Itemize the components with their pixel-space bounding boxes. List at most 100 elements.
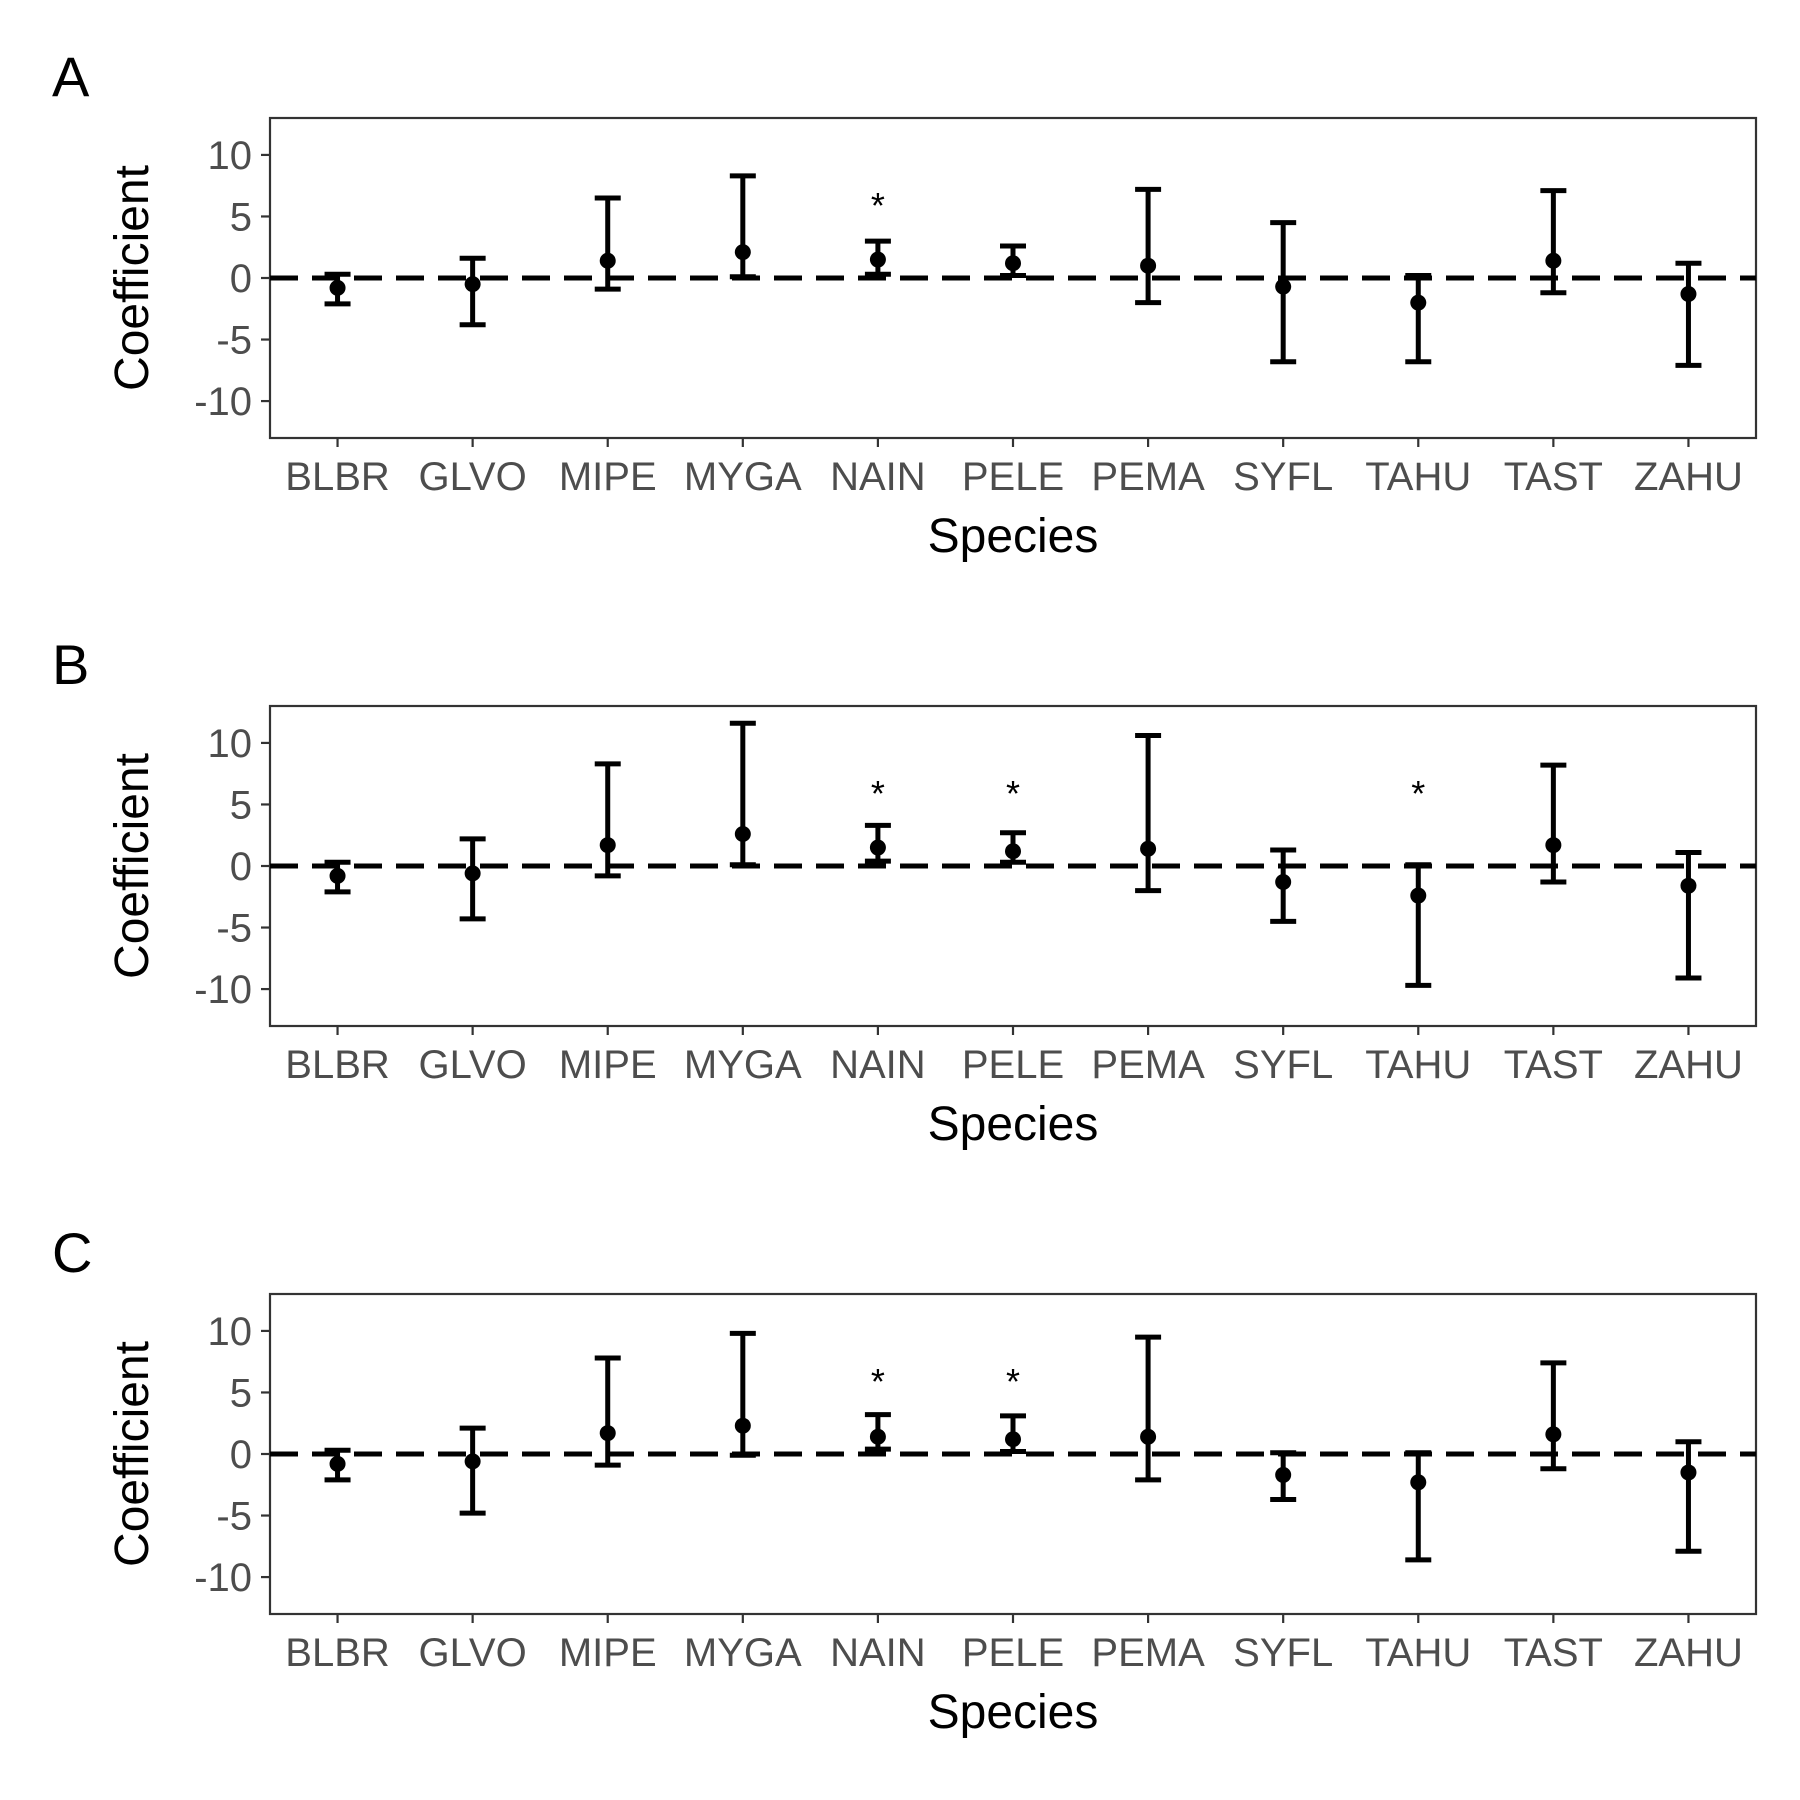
point-estimate-ZAHU [1680,877,1697,894]
x-tick-label: GLVO [419,1631,527,1675]
significance-mark: * [1006,1361,1020,1402]
point-estimate-NAIN [869,251,886,268]
panel-label: B [52,633,89,696]
y-axis-title: Coefficient [106,1341,159,1567]
point-estimate-SYFL [1275,278,1292,295]
point-estimate-NAIN [869,1428,886,1445]
x-tick-label: MIPE [559,1043,657,1087]
x-tick-label: PELE [962,455,1064,499]
x-tick-label: ZAHU [1634,455,1743,499]
point-estimate-PEMA [1140,840,1157,857]
x-tick-label: MIPE [559,455,657,499]
panel-1: B 10 5 0 -5 -10 BLBR GLVO MIPE MYGA NAIN * PELE * PEMA… [52,633,1758,1151]
x-tick-label: NAIN [830,1043,926,1087]
point-estimate-NAIN [869,839,886,856]
y-tick-label: 10 [208,722,253,766]
point-estimate-TAST [1545,837,1562,854]
y-tick-label: -10 [194,1556,252,1600]
y-tick-label: -5 [216,907,252,951]
x-tick-label: MYGA [684,1043,802,1087]
significance-mark: * [871,773,885,814]
x-tick-label: BLBR [285,455,390,499]
panel-label: C [52,1221,92,1284]
point-estimate-TAST [1545,1426,1562,1443]
y-tick-label: 5 [230,195,252,239]
y-tick-label: 0 [230,257,252,301]
panel-0: A 10 5 0 -5 -10 BLBR GLVO MIPE MYGA NAIN * PELE PEMA S… [52,45,1758,563]
point-estimate-MYGA [734,244,751,261]
point-estimate-MYGA [734,1417,751,1434]
point-estimate-TAHU [1410,1474,1427,1491]
x-tick-label: SYFL [1233,455,1333,499]
x-tick-label: ZAHU [1634,1631,1743,1675]
point-estimate-ZAHU [1680,1464,1697,1481]
point-estimate-MYGA [734,826,751,842]
significance-mark: * [871,1361,885,1402]
x-tick-label: TAHU [1365,1631,1471,1675]
point-estimate-PELE [1005,843,1021,860]
y-tick-label: 10 [208,1310,253,1354]
x-tick-label: BLBR [285,1043,390,1087]
x-tick-label: MYGA [684,1631,802,1675]
point-estimate-TAHU [1410,294,1427,311]
point-estimate-GLVO [464,276,481,293]
significance-mark: * [871,185,885,226]
point-estimate-TAST [1545,252,1562,269]
point-estimate-GLVO [464,865,481,882]
x-tick-label: PELE [962,1043,1064,1087]
point-estimate-SYFL [1275,874,1292,890]
y-axis-title: Coefficient [106,165,159,391]
x-tick-label: NAIN [830,1631,926,1675]
significance-mark: * [1411,773,1425,814]
point-estimate-PELE [1005,1431,1021,1448]
point-estimate-MIPE [599,837,616,854]
x-tick-label: TAHU [1365,1043,1471,1087]
point-estimate-PELE [1005,255,1021,272]
x-axis-title: Species [928,1686,1099,1739]
point-estimate-BLBR [329,1455,346,1472]
point-estimate-BLBR [329,867,346,884]
x-tick-label: PELE [962,1631,1064,1675]
x-tick-label: TAHU [1365,455,1471,499]
x-tick-label: BLBR [285,1631,390,1675]
point-estimate-PEMA [1140,257,1157,274]
point-estimate-MIPE [599,252,616,269]
x-tick-label: TAST [1504,455,1603,499]
x-tick-label: MYGA [684,455,802,499]
x-tick-label: SYFL [1233,1631,1333,1675]
x-tick-label: PEMA [1091,1631,1205,1675]
x-tick-label: PEMA [1091,455,1205,499]
panel-label: A [52,45,90,108]
point-estimate-TAHU [1410,887,1427,904]
x-tick-label: NAIN [830,455,926,499]
point-estimate-MIPE [599,1425,616,1442]
x-tick-label: GLVO [419,1043,527,1087]
point-estimate-SYFL [1275,1466,1292,1483]
x-tick-label: PEMA [1091,1043,1205,1087]
x-tick-label: TAST [1504,1631,1603,1675]
y-tick-label: 5 [230,1371,252,1415]
x-axis-title: Species [928,1098,1099,1151]
panel-2: C 10 5 0 -5 -10 BLBR GLVO MIPE MYGA NAIN * PELE * PEMA… [52,1221,1758,1739]
point-estimate-BLBR [329,279,346,296]
y-tick-label: -5 [216,1495,252,1539]
x-tick-label: SYFL [1233,1043,1333,1087]
point-estimate-ZAHU [1680,286,1697,302]
y-axis-title: Coefficient [106,753,159,979]
y-tick-label: 5 [230,783,252,827]
y-tick-label: -10 [194,380,252,424]
x-tick-label: TAST [1504,1043,1603,1087]
y-tick-label: 10 [208,134,253,178]
x-tick-label: MIPE [559,1631,657,1675]
point-estimate-GLVO [464,1453,481,1470]
y-tick-label: -10 [194,968,252,1012]
significance-mark: * [1006,773,1020,814]
y-tick-label: 0 [230,1433,252,1477]
y-tick-label: -5 [216,319,252,363]
point-estimate-PEMA [1140,1428,1157,1445]
x-axis-title: Species [928,510,1099,563]
x-tick-label: GLVO [419,455,527,499]
y-tick-label: 0 [230,845,252,889]
x-tick-label: ZAHU [1634,1043,1743,1087]
